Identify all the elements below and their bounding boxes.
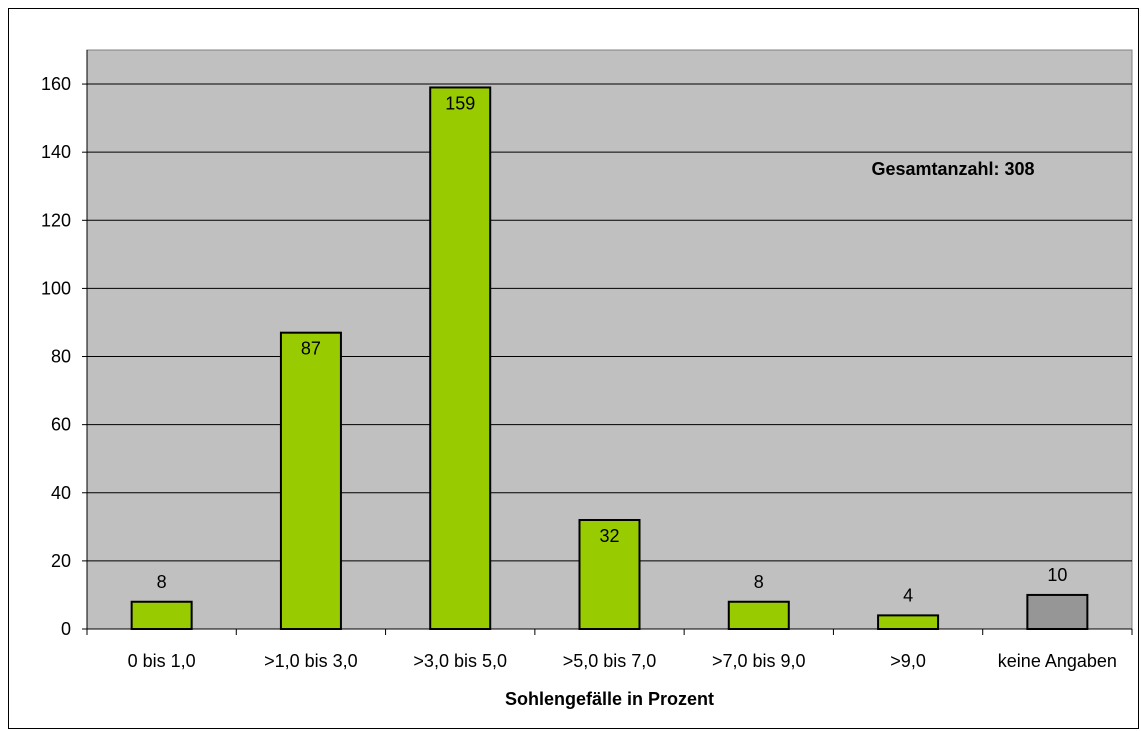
x-tick-label: >3,0 bis 5,0: [413, 651, 507, 671]
bar: [130, 600, 193, 630]
x-tick-label: >5,0 bis 7,0: [563, 651, 657, 671]
bar: [1026, 593, 1089, 630]
bar: [877, 614, 940, 630]
data-label: 87: [301, 339, 321, 359]
data-label: 10: [1047, 565, 1067, 585]
x-tick-label: 0 bis 1,0: [128, 651, 196, 671]
x-tick-label: >1,0 bis 3,0: [264, 651, 358, 671]
bar: [429, 86, 492, 630]
y-tick-label: 80: [51, 347, 71, 367]
x-tick-label: keine Angaben: [998, 651, 1117, 671]
data-label: 4: [903, 585, 913, 605]
total-count-annotation: Gesamtanzahl: 308: [871, 159, 1034, 179]
y-tick-labels: 0 20 40 60 80 100 120 140 160: [41, 74, 71, 639]
y-tick-label: 160: [41, 74, 71, 94]
y-tick-label: 40: [51, 483, 71, 503]
y-tick-label: 60: [51, 415, 71, 435]
gridlines: [87, 83, 1132, 562]
y-tick-label: 100: [41, 278, 71, 298]
bars: [130, 86, 1089, 631]
y-tick-label: 20: [51, 551, 71, 571]
x-tick-label: >9,0: [890, 651, 926, 671]
data-label: 8: [754, 572, 764, 592]
data-label: 32: [599, 526, 619, 546]
y-tick-label: 0: [61, 619, 71, 639]
y-tick-label: 140: [41, 142, 71, 162]
data-label: 8: [157, 572, 167, 592]
x-tick-labels: 0 bis 1,0 >1,0 bis 3,0 >3,0 bis 5,0 >5,0 bi…: [128, 651, 1117, 671]
data-label: 159: [445, 93, 475, 113]
axes: [82, 50, 1133, 635]
bar: [578, 519, 641, 631]
bar: [279, 331, 342, 630]
x-tick-label: >7,0 bis 9,0: [712, 651, 806, 671]
data-labels: 8 87 159 32 8 4 10: [157, 93, 1068, 605]
bar: [727, 600, 790, 630]
y-tick-label: 120: [41, 210, 71, 230]
x-axis-title: Sohlengefälle in Prozent: [505, 689, 714, 709]
